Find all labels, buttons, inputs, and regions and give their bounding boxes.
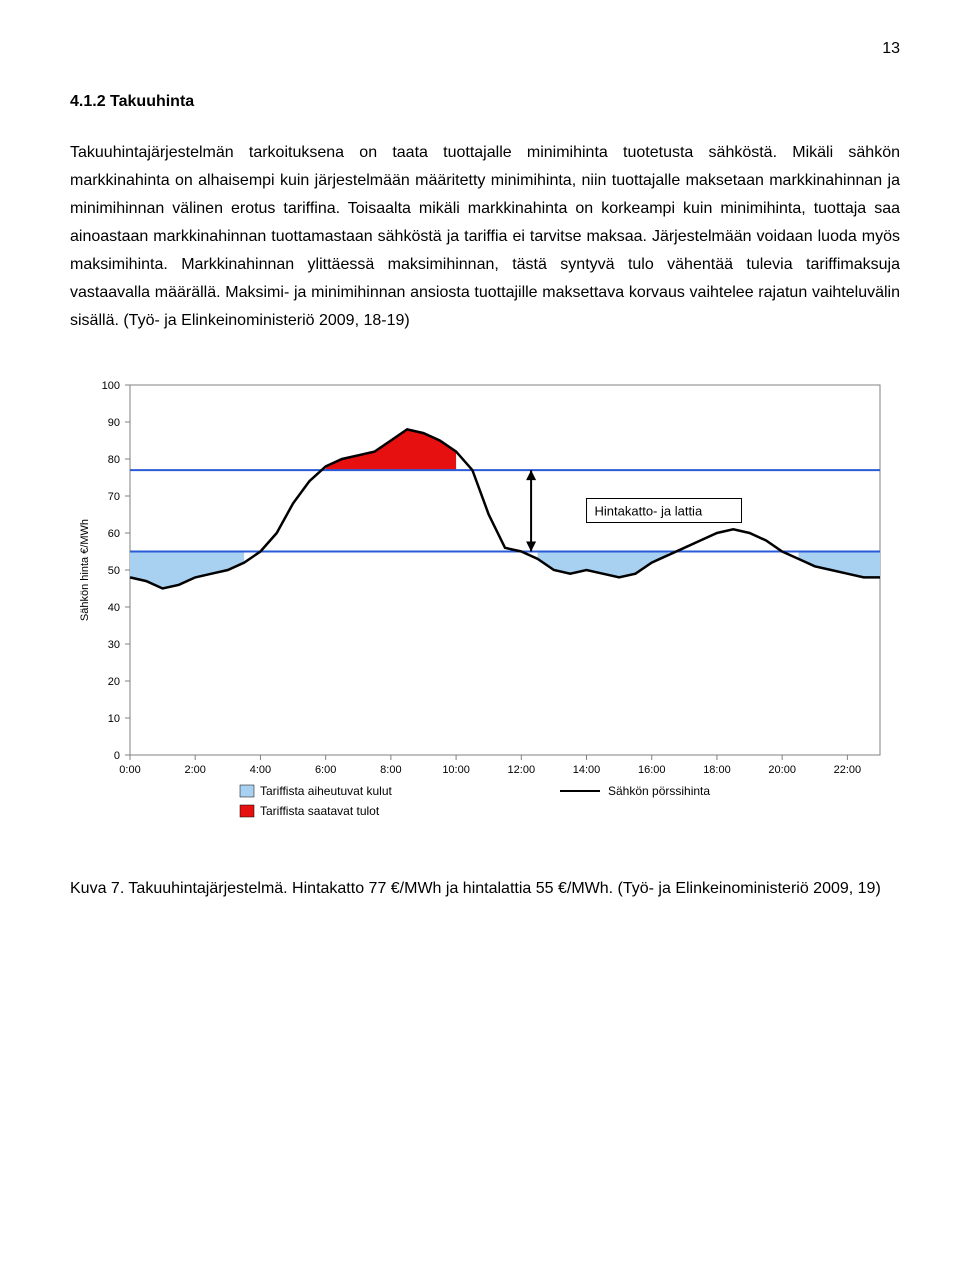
price-chart: 0 10 20 30 40 50 60 70 80 90 100 0:00 2:00 4:00 6:00 8:… [70, 375, 890, 845]
svg-text:12:00: 12:00 [508, 764, 536, 776]
svg-text:80: 80 [108, 454, 120, 466]
page-number: 13 [70, 40, 900, 58]
section-heading: 4.1.2 Takuuhinta [70, 93, 900, 111]
svg-text:4:00: 4:00 [250, 764, 271, 776]
chart-svg: 0 10 20 30 40 50 60 70 80 90 100 0:00 2:00 4:00 6:00 8:… [70, 375, 890, 845]
svg-text:100: 100 [102, 380, 120, 392]
svg-text:90: 90 [108, 417, 120, 429]
svg-text:0: 0 [114, 750, 120, 762]
svg-text:18:00: 18:00 [703, 764, 731, 776]
svg-text:Sähkön hinta €/MWh: Sähkön hinta €/MWh [79, 519, 91, 621]
svg-text:14:00: 14:00 [573, 764, 601, 776]
svg-text:10:00: 10:00 [442, 764, 470, 776]
svg-text:Tariffista saatavat tulot: Tariffista saatavat tulot [260, 804, 380, 818]
svg-text:Tariffista aiheutuvat kulut: Tariffista aiheutuvat kulut [260, 784, 393, 798]
svg-text:0:00: 0:00 [119, 764, 140, 776]
figure-caption: Kuva 7. Takuuhintajärjestelmä. Hintakatt… [70, 875, 900, 903]
svg-text:70: 70 [108, 491, 120, 503]
body-paragraph: Takuuhintajärjestelmän tarkoituksena on … [70, 139, 900, 335]
svg-text:8:00: 8:00 [380, 764, 401, 776]
svg-text:50: 50 [108, 565, 120, 577]
svg-text:22:00: 22:00 [834, 764, 862, 776]
svg-text:Sähkön pörssihinta: Sähkön pörssihinta [608, 784, 710, 798]
svg-text:30: 30 [108, 639, 120, 651]
svg-text:2:00: 2:00 [185, 764, 206, 776]
svg-text:40: 40 [108, 602, 120, 614]
svg-text:20:00: 20:00 [768, 764, 796, 776]
document-page: 13 4.1.2 Takuuhinta Takuuhintajärjestelm… [0, 0, 960, 943]
svg-text:Hintakatto- ja lattia: Hintakatto- ja lattia [595, 504, 703, 519]
svg-text:20: 20 [108, 676, 120, 688]
svg-text:16:00: 16:00 [638, 764, 666, 776]
svg-text:60: 60 [108, 528, 120, 540]
svg-text:10: 10 [108, 713, 120, 725]
svg-text:6:00: 6:00 [315, 764, 336, 776]
